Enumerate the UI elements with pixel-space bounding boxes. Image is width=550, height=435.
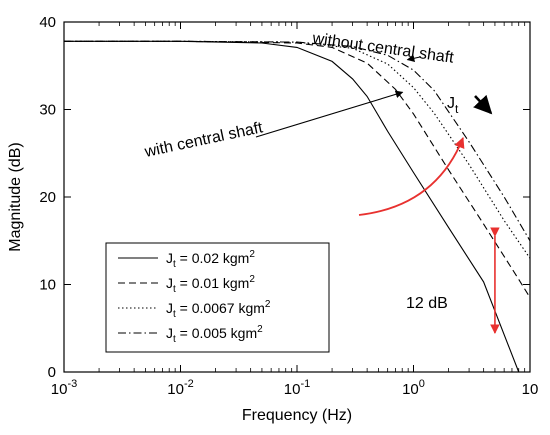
legend-entry-label: Jt = 0.02 kgm2 [166,249,255,270]
series-line-4-dashdot [64,40,530,242]
y-tick-label: 10 [39,277,56,294]
legend-entry-label: Jt = 0.0067 kgm2 [166,299,271,320]
annotation-with-central-shaft: with central shaft [142,119,264,161]
x-tick-label: 10-3 [51,378,77,398]
arrow-with-central-shaft [255,90,404,138]
y-tick-label: 0 [48,364,56,381]
x-tick-label: 10-1 [284,378,310,398]
legend-entry-label: Jt = 0.005 kgm2 [166,324,263,345]
y-axis-ticks: 0 10 20 30 40 [39,14,530,381]
annotation-jt: Jt [447,95,459,116]
y-tick-label: 20 [39,189,56,206]
arrow-without-central-shaft [406,54,421,63]
annotation-12db: 12 dB [406,295,448,312]
x-axis-label: Frequency (Hz) [242,407,352,424]
jt-red-curved-arrow [358,136,465,216]
x-tick-label: 10-2 [167,378,193,398]
x-axis-ticks: 10-3 10-2 10-1 100 10 [51,22,539,398]
series-line-3-dotted [64,40,530,259]
legend: Jt = 0.02 kgm2 Jt = 0.01 kgm2 Jt = 0.0067 … [105,242,330,353]
y-tick-label: 40 [39,14,56,31]
y-tick-label: 30 [39,102,56,119]
y-axis-label: Magnitude (dB) [7,142,24,251]
legend-box [105,242,330,353]
legend-entry-label: Jt = 0.01 kgm2 [166,274,255,295]
series-line-1-solid [64,40,520,372]
x-tick-label: 100 [402,378,425,398]
x-tick-label: 10 [522,381,539,398]
jt-increase-arrow [473,94,493,115]
